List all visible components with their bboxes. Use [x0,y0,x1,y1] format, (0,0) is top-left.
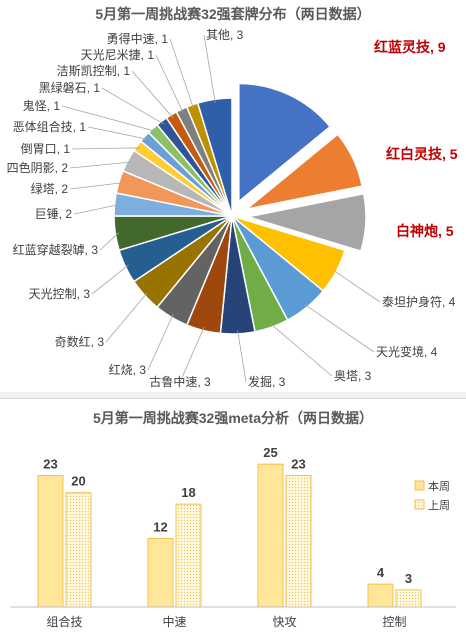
bar-last-week-4 [395,589,422,608]
pie-slice-label: 勇得中速, 1 [107,31,169,46]
pie-leader-line [332,269,381,303]
pie-slice-label: 奇数红, 3 [55,334,105,349]
pie-leader-line [147,314,174,371]
bar-value-label: 12 [153,519,167,534]
pie-chart-panel: 5月第一周挑战赛32强套牌分布（两日数据） 红蓝灵技, 9 红白灵技, 5 白神炮,… [6,6,458,389]
pie-slice-2 [245,133,364,210]
bar-this-week-2 [147,537,174,608]
bar-value-label: 23 [43,457,57,472]
pie-leader-line [99,232,120,251]
bar-value-label: 25 [263,445,277,460]
pie-leader-line [304,304,375,353]
bar-this-week-1 [37,475,64,608]
bar-this-week-4 [367,583,394,608]
pie-slice-label: 倒胃口, 1 [21,142,71,156]
pie-slice-label: 发掘, 3 [248,374,286,389]
pie-leader-line [101,87,165,125]
pie-leader-line [105,292,148,343]
bar-last-week-3 [285,475,312,608]
pie-slice-label: 四色阴影, 2 [7,161,69,175]
pie-slice-label: 奥塔, 3 [334,369,372,383]
legend-label: 本周 [428,479,450,493]
pie-slice-3 [247,192,367,252]
pie-slice-label: 天光尼米捷, 1 [81,48,155,62]
pie-leader-line [169,38,194,109]
bar-value-label: 20 [71,474,85,489]
pie-slice-label: 白神炮, 5 [396,223,454,239]
legend-label: 上周 [428,499,450,512]
pie-leader-line [73,204,119,215]
bar-this-week-3 [257,463,284,608]
bar-last-week-1 [65,492,92,608]
pie-leader-line [61,105,156,132]
bar-chart-title: 5月第一周挑战赛32强meta分析（两日数据） [93,410,373,426]
bar-chart-panel: 5月第一周挑战赛32强meta分析（两日数据） 23 20 12 18 25 23 4 3 组… [0,398,466,631]
pie-slice-label: 红蓝灵技, 9 [374,39,446,55]
pie-slice-label: 鬼怪, 1 [23,98,61,113]
pie-chart: 5月第一周挑战赛32强套牌分布（两日数据） 红蓝灵技, 9 红白灵技, 5 白神炮,… [7,6,458,389]
bar-value-label: 23 [291,457,305,472]
pie-slice-label: 黑绿磐石, 1 [39,80,101,95]
pie-slice-label: 天光控制, 3 [29,287,91,301]
pie-leader-line [131,70,174,119]
pie-slice-label: 洁斯凯控制, 1 [57,64,131,78]
pie-leader-line [270,323,333,377]
pie-slice-label: 恶体组合技, 1 [13,119,87,134]
pie-slice-label: 红蓝穿越裂罅, 3 [13,242,99,257]
pie-leader-line [237,330,247,383]
bar-chart: 5月第一周挑战赛32强meta分析（两日数据） 23 20 12 18 25 23 4 3 组… [10,410,456,629]
pie-leader-line [69,161,132,169]
pie-leader-line [69,182,123,190]
bar-value-label: 4 [377,565,385,580]
pie-slice-label: 泰坦护身符, 4 [382,294,456,309]
bar-category-label: 中速 [162,614,186,629]
pie-slice-label: 红白灵技, 5 [386,146,458,162]
pie-leader-line [155,54,184,113]
pie-slice-label: 天光变境, 4 [376,344,438,359]
panel-divider [0,392,466,398]
pie-slice-1 [238,82,332,204]
pie-leader-line [71,147,141,150]
bar-category-label: 组合技 [46,614,82,629]
bar-category-label: 控制 [382,615,406,629]
bar-category-label: 快攻 [272,615,296,629]
pie-leader-line [203,34,216,103]
bar-value-label: 3 [405,571,412,586]
legend-swatch [414,499,425,510]
pie-leader-line [91,264,129,295]
bar-value-label: 18 [181,485,195,500]
pie-leader-line [87,126,148,140]
pie-slice-label: 古鲁中速, 3 [149,374,211,389]
pie-slice-label: 绿塔, 2 [31,181,69,196]
legend-swatch [414,480,425,491]
pie-slice-label: 其他, 3 [206,28,244,42]
bar-last-week-2 [175,503,202,608]
pie-slice-label: 红烧, 3 [109,362,147,377]
pie-leader-line [179,326,205,383]
pie-slice-label: 巨锤, 2 [35,206,73,221]
pie-chart-title: 5月第一周挑战赛32强套牌分布（两日数据） [95,6,370,22]
